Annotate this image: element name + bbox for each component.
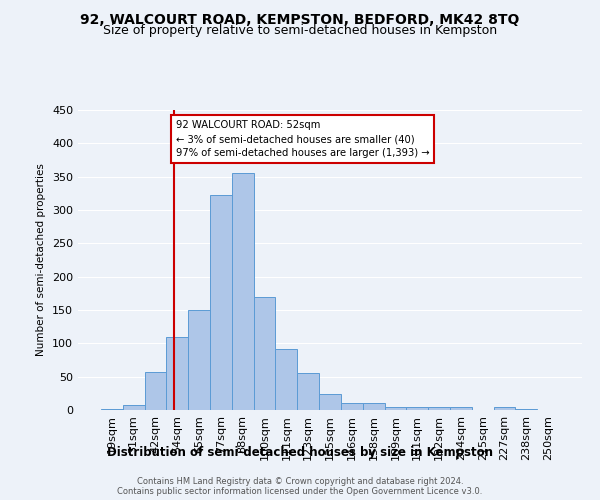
Text: Contains HM Land Registry data © Crown copyright and database right 2024.: Contains HM Land Registry data © Crown c… [137,476,463,486]
Bar [363,404,385,410]
Bar [101,408,123,410]
Bar [297,374,319,410]
Text: Contains public sector information licensed under the Open Government Licence v3: Contains public sector information licen… [118,486,482,496]
Bar [341,404,363,410]
Text: Size of property relative to semi-detached houses in Kempston: Size of property relative to semi-detach… [103,24,497,37]
Text: 92 WALCOURT ROAD: 52sqm
← 3% of semi-detached houses are smaller (40)
97% of sem: 92 WALCOURT ROAD: 52sqm ← 3% of semi-det… [176,120,430,158]
Bar [494,408,515,410]
Bar [166,336,188,410]
Bar [385,408,406,410]
Bar [450,408,472,410]
Bar [428,406,450,410]
Bar [123,404,145,410]
Bar [254,296,275,410]
Bar [515,408,537,410]
Y-axis label: Number of semi-detached properties: Number of semi-detached properties [37,164,46,356]
Bar [406,406,428,410]
Bar [188,310,210,410]
Bar [275,348,297,410]
Bar [319,394,341,410]
Bar [232,174,254,410]
Text: 92, WALCOURT ROAD, KEMPSTON, BEDFORD, MK42 8TQ: 92, WALCOURT ROAD, KEMPSTON, BEDFORD, MK… [80,12,520,26]
Bar [145,372,166,410]
Bar [210,196,232,410]
Text: Distribution of semi-detached houses by size in Kempston: Distribution of semi-detached houses by … [107,446,493,459]
